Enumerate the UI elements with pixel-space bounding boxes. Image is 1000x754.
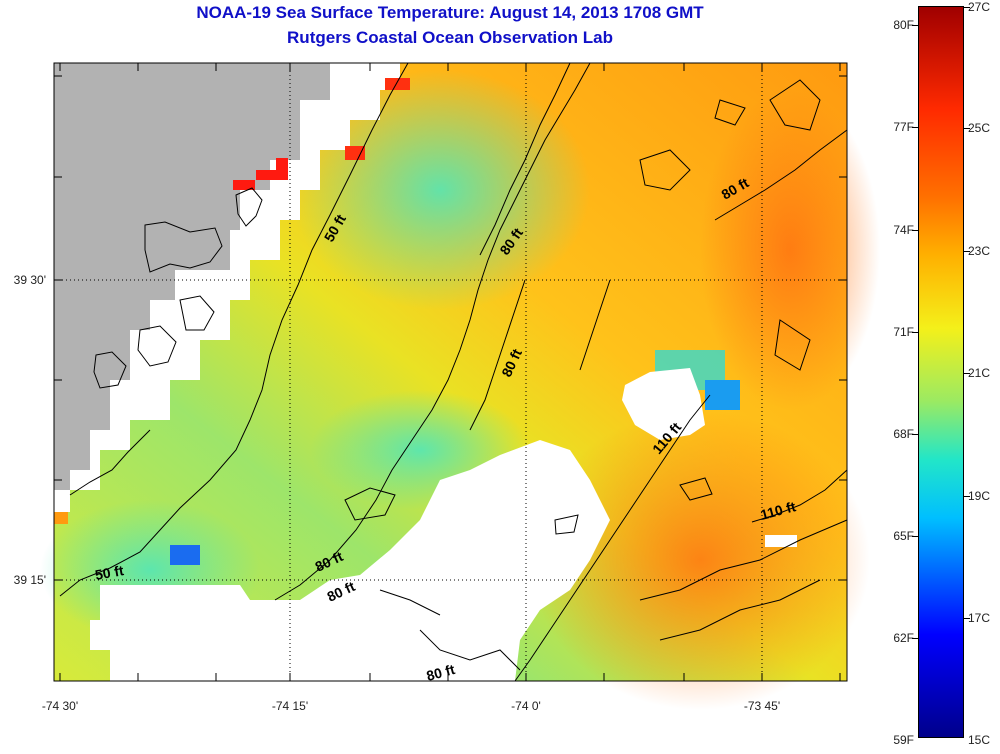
colorbar-c-label: 21C	[968, 366, 991, 380]
axis-ticks	[54, 63, 847, 681]
land-area	[54, 63, 330, 490]
colorbar-c-label: 27C	[968, 0, 991, 14]
coastline	[69, 187, 263, 496]
hot-pixels	[345, 146, 365, 160]
lon-label: -74 15'	[271, 699, 309, 713]
lon-label: -74 0'	[511, 699, 541, 713]
cold-pixels	[170, 545, 200, 565]
colorbar-f-label: 74F	[893, 223, 914, 237]
map-subtitle: Rutgers Coastal Ocean Observation Lab	[287, 28, 613, 47]
colorbar-tick	[964, 7, 970, 8]
no-data-area	[90, 440, 610, 681]
cold-pixels	[705, 380, 740, 410]
colorbar-c-label: 19C	[968, 489, 991, 503]
hot-pixels	[385, 78, 410, 90]
colorbar-tick	[912, 25, 918, 26]
colorbar	[918, 6, 964, 738]
hot-pixels	[276, 158, 288, 172]
lon-label: -74 30'	[41, 699, 79, 713]
colorbar-tick	[964, 128, 970, 129]
colorbar-c-label: 23C	[968, 244, 991, 258]
map-frame	[53, 62, 848, 682]
colorbar-tick	[912, 230, 918, 231]
colorbar-c-label: 25C	[968, 121, 991, 135]
warm-water-patch	[700, 90, 880, 410]
colorbar-tick	[912, 434, 918, 435]
contour-label-80ft: 80 ft	[425, 661, 457, 684]
colorbar-f-label: 68F	[893, 427, 914, 441]
warm-water-patch	[530, 410, 870, 710]
hot-pixels	[233, 180, 255, 190]
colorbar-tick	[912, 127, 918, 128]
no-data-area	[622, 368, 705, 440]
colorbar-tick	[964, 373, 970, 374]
colorbar-tick	[964, 618, 970, 619]
colorbar-tick	[912, 332, 918, 333]
colorbar-f-label: 80F	[893, 18, 914, 32]
colorbar-f-label: 71F	[893, 325, 914, 339]
colorbar-tick	[912, 536, 918, 537]
lon-label: -73 45'	[743, 699, 781, 713]
contour-label-50ft: 50 ft	[94, 562, 125, 583]
colorbar-tick	[964, 251, 970, 252]
colorbar-c-label: 15C	[968, 733, 991, 747]
hot-pixels	[256, 170, 288, 180]
colorbar-f-label: 59F	[893, 733, 914, 747]
colorbar-f-label: 65F	[893, 529, 914, 543]
contour-label-80ft: 80 ft	[325, 578, 358, 605]
bathymetry-contours	[59, 62, 848, 682]
cool-water-patch	[290, 70, 590, 310]
no-data-area	[70, 63, 400, 490]
colorbar-f-label: 77F	[893, 120, 914, 134]
lat-label: 39 30'	[13, 273, 46, 287]
colorbar-f-label: 62F	[893, 631, 914, 645]
lat-label: 39 15'	[13, 573, 46, 587]
warm-pixels	[54, 512, 68, 524]
no-data-area	[54, 490, 70, 512]
grid-lines	[54, 63, 847, 681]
colorbar-tick	[964, 496, 970, 497]
no-data-area	[765, 535, 797, 547]
colorbar-c-label: 17C	[968, 611, 991, 625]
colorbar-tick	[912, 638, 918, 639]
map-title: NOAA-19 Sea Surface Temperature: August …	[196, 3, 704, 22]
